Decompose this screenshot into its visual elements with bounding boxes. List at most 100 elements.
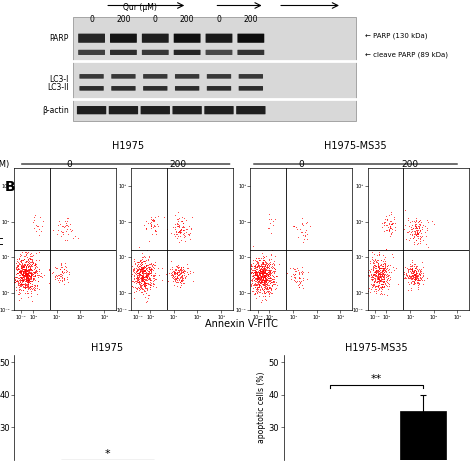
Point	[141, 282, 149, 289]
Point	[411, 271, 419, 278]
Point	[177, 225, 184, 233]
Point	[171, 264, 179, 272]
Point	[30, 283, 37, 291]
Point	[173, 279, 181, 286]
Point	[374, 271, 382, 279]
Point	[141, 267, 148, 274]
Point	[31, 263, 38, 271]
Point	[58, 222, 66, 230]
Point	[25, 273, 32, 281]
Point	[180, 270, 188, 277]
Point	[59, 228, 66, 236]
Point	[255, 282, 263, 289]
Point	[135, 279, 143, 286]
Point	[20, 262, 27, 269]
Point	[23, 275, 30, 283]
Point	[21, 271, 28, 278]
Point	[27, 268, 34, 276]
Point	[251, 262, 259, 270]
Point	[26, 265, 33, 273]
Point	[271, 285, 279, 292]
Point	[144, 255, 152, 263]
FancyBboxPatch shape	[239, 86, 263, 91]
Point	[146, 269, 154, 277]
Point	[303, 235, 310, 242]
Point	[135, 278, 143, 285]
Point	[251, 263, 258, 271]
Point	[387, 229, 394, 237]
Point	[31, 268, 38, 276]
Point	[253, 267, 260, 274]
Point	[257, 269, 264, 276]
Point	[423, 224, 431, 232]
Point	[391, 267, 398, 274]
Point	[255, 262, 262, 269]
Point	[24, 271, 32, 278]
Point	[260, 287, 268, 295]
Point	[135, 273, 142, 280]
Point	[406, 264, 414, 271]
Point	[18, 256, 26, 264]
Point	[405, 274, 413, 282]
Point	[412, 222, 420, 230]
Point	[26, 276, 33, 283]
Point	[177, 276, 185, 283]
Point	[23, 269, 30, 277]
Point	[373, 278, 380, 286]
Point	[372, 263, 380, 270]
Point	[177, 273, 185, 281]
Point	[270, 277, 278, 284]
Point	[370, 271, 377, 279]
Point	[255, 280, 262, 288]
Point	[29, 218, 37, 226]
Point	[256, 281, 264, 289]
Point	[253, 275, 260, 283]
Point	[27, 292, 35, 300]
Point	[169, 268, 176, 276]
Point	[410, 234, 418, 241]
Point	[27, 272, 35, 279]
Point	[257, 264, 264, 272]
Point	[423, 232, 430, 240]
Point	[265, 264, 273, 272]
Point	[32, 266, 39, 273]
Point	[268, 282, 275, 289]
Point	[19, 262, 27, 269]
Point	[264, 287, 272, 295]
Point	[177, 218, 184, 225]
Point	[20, 264, 28, 271]
Point	[270, 279, 277, 286]
Point	[172, 276, 179, 284]
Point	[137, 258, 145, 266]
Point	[259, 260, 266, 268]
Point	[133, 284, 141, 292]
Point	[11, 275, 18, 283]
Point	[390, 216, 398, 223]
Point	[28, 283, 36, 290]
Point	[425, 219, 432, 226]
Point	[139, 273, 147, 280]
Point	[247, 283, 255, 290]
Point	[379, 283, 386, 291]
Point	[22, 264, 30, 272]
Point	[379, 269, 387, 277]
Point	[372, 272, 380, 279]
Point	[29, 275, 37, 283]
Point	[261, 273, 269, 281]
Point	[411, 228, 419, 235]
Point	[410, 278, 418, 285]
Point	[145, 270, 152, 277]
Point	[145, 269, 152, 276]
Point	[258, 284, 265, 292]
Point	[17, 261, 24, 268]
Point	[376, 261, 383, 268]
Point	[141, 282, 148, 290]
Point	[254, 289, 261, 296]
Point	[141, 266, 148, 274]
Point	[132, 280, 139, 287]
Point	[409, 269, 416, 277]
Point	[147, 279, 155, 286]
Point	[133, 265, 140, 273]
Point	[301, 228, 309, 236]
Point	[271, 216, 279, 223]
